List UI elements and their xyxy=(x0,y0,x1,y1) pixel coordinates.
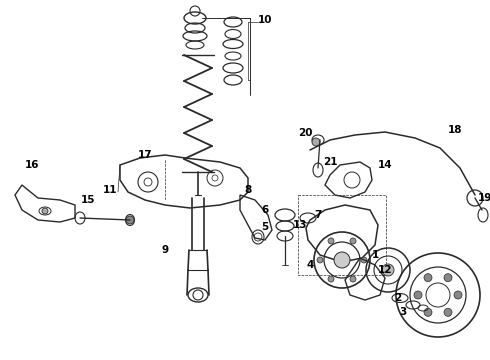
Circle shape xyxy=(334,252,350,268)
Circle shape xyxy=(361,257,367,263)
Circle shape xyxy=(454,291,462,299)
Text: 19: 19 xyxy=(478,193,490,203)
Text: 11: 11 xyxy=(103,185,117,195)
Circle shape xyxy=(317,257,323,263)
Text: 18: 18 xyxy=(448,125,462,135)
Circle shape xyxy=(328,238,334,244)
Text: 9: 9 xyxy=(161,245,169,255)
Text: 13: 13 xyxy=(293,220,307,230)
Text: 8: 8 xyxy=(245,185,252,195)
Text: 2: 2 xyxy=(394,293,402,303)
Circle shape xyxy=(350,238,356,244)
Text: 5: 5 xyxy=(261,222,269,232)
Bar xyxy=(298,195,386,275)
Text: 21: 21 xyxy=(323,157,337,167)
Circle shape xyxy=(444,274,452,282)
Circle shape xyxy=(444,308,452,316)
Text: 6: 6 xyxy=(261,205,269,215)
Circle shape xyxy=(312,138,320,146)
Circle shape xyxy=(382,264,394,276)
Text: 12: 12 xyxy=(378,265,392,275)
Text: 1: 1 xyxy=(371,250,379,260)
Text: 3: 3 xyxy=(399,307,407,317)
Circle shape xyxy=(424,274,432,282)
Text: 7: 7 xyxy=(314,210,322,220)
Circle shape xyxy=(328,276,334,282)
Text: 20: 20 xyxy=(298,128,312,138)
Circle shape xyxy=(350,276,356,282)
Circle shape xyxy=(424,308,432,316)
Text: 16: 16 xyxy=(25,160,39,170)
Text: 17: 17 xyxy=(138,150,152,160)
Circle shape xyxy=(42,208,48,214)
Text: 15: 15 xyxy=(81,195,95,205)
Text: 14: 14 xyxy=(378,160,392,170)
Text: 10: 10 xyxy=(258,15,272,25)
Circle shape xyxy=(126,216,134,224)
Circle shape xyxy=(414,291,422,299)
Text: 4: 4 xyxy=(306,260,314,270)
